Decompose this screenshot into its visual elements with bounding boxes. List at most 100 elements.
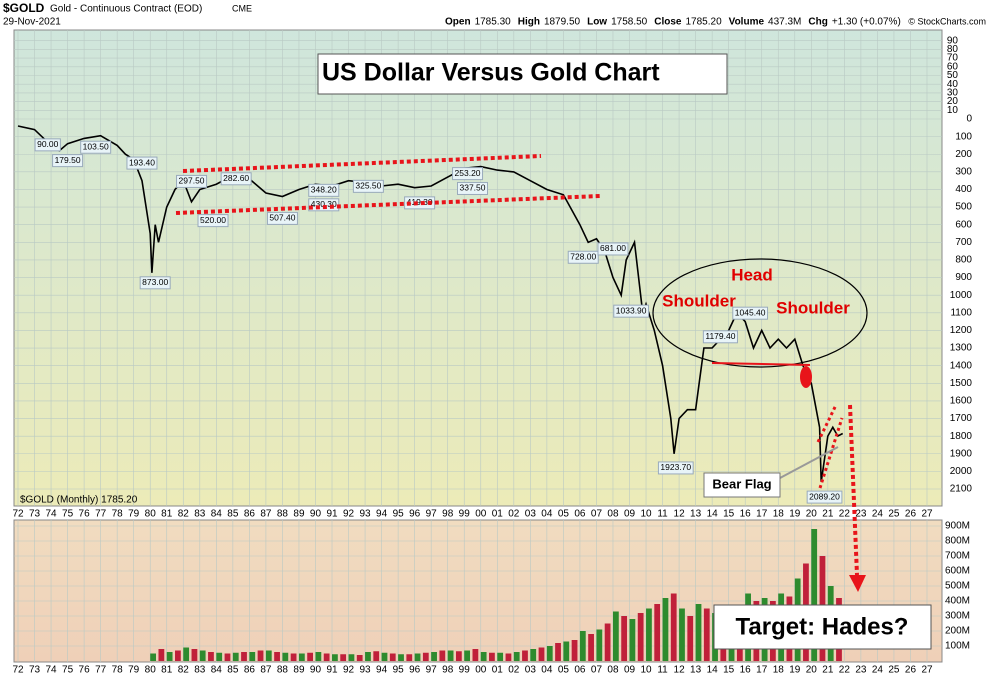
- point-label: 1033.90: [616, 305, 647, 315]
- y-tick-label: 30: [947, 88, 959, 99]
- point-label: 681.00: [600, 243, 626, 253]
- stat-value: 1785.30: [475, 17, 512, 28]
- point-label: 1045.40: [735, 307, 766, 317]
- x-tick-label: 75: [62, 509, 74, 520]
- volume-bar: [629, 619, 636, 661]
- y-tick-label: 40: [947, 79, 959, 90]
- lower-trendline: [175, 194, 601, 215]
- volume-bar: [356, 655, 363, 661]
- volume-bar: [612, 611, 619, 661]
- volume-bar: [298, 653, 305, 661]
- y-tick-label: 700: [955, 237, 972, 248]
- y-tick-label: 2100: [950, 484, 973, 495]
- x-tick-label: 92: [343, 509, 355, 520]
- volume-bar: [175, 650, 181, 661]
- volume-bar: [290, 653, 297, 661]
- x-tick-label: 17: [756, 509, 768, 520]
- y-tick-label: 400M: [945, 596, 970, 607]
- point-label: 1923.70: [660, 462, 691, 472]
- point-label: 348.20: [311, 185, 337, 195]
- x-tick-label: 08: [607, 509, 619, 520]
- volume-bar: [323, 653, 330, 661]
- x-tick-label: 26: [905, 665, 917, 676]
- x-tick-label: 88: [277, 509, 289, 520]
- stat-label: High: [518, 17, 540, 28]
- x-tick-label: 79: [128, 509, 140, 520]
- x-tick-label: 89: [293, 509, 305, 520]
- x-tick-label: 72: [12, 509, 24, 520]
- x-tick-label: 07: [591, 509, 603, 520]
- y-tick-label: 900M: [945, 521, 970, 532]
- volume-bar: [249, 652, 256, 661]
- x-tick-label: 88: [277, 665, 289, 676]
- pointer: [779, 446, 839, 479]
- x-tick-label: 05: [558, 509, 570, 520]
- stat-label: Volume: [729, 17, 765, 28]
- x-tick-label: 81: [161, 509, 173, 520]
- flag-line: [818, 417, 844, 489]
- volume-bar: [332, 654, 338, 661]
- volume-bar: [431, 652, 437, 661]
- x-tick-label: 95: [393, 509, 405, 520]
- volume-bar: [241, 652, 247, 661]
- x-tick-label: 27: [921, 665, 933, 676]
- volume-bar: [406, 654, 413, 661]
- x-tick-label: 09: [624, 665, 636, 676]
- x-tick-label: 90: [310, 665, 322, 676]
- y-tick-label: 300M: [945, 611, 970, 622]
- stat-value: +1.30 (+0.07%): [832, 17, 901, 28]
- volume-bar: [489, 652, 495, 661]
- x-tick-label: 16: [740, 665, 752, 676]
- y-tick-label: 700M: [945, 551, 970, 562]
- stat-value: 1758.50: [611, 17, 648, 28]
- x-tick-label: 06: [574, 665, 586, 676]
- x-tick-label: 25: [888, 509, 900, 520]
- volume-bar: [150, 653, 157, 661]
- point-label-box: [34, 138, 61, 152]
- volume-bar: [555, 643, 561, 661]
- volume-bar: [522, 650, 528, 661]
- x-tick-label: 10: [640, 509, 652, 520]
- x-tick-label: 83: [194, 509, 206, 520]
- x-tick-label: 24: [872, 665, 884, 676]
- x-tick-label: 90: [310, 509, 322, 520]
- volume-bar: [158, 649, 165, 661]
- x-tick-label: 81: [161, 665, 173, 676]
- x-tick-label: 80: [145, 509, 157, 520]
- y-tick-label: 100M: [945, 641, 970, 652]
- x-tick-label: 02: [508, 665, 520, 676]
- title-box: [317, 53, 728, 95]
- stat-value: 1879.50: [544, 17, 581, 28]
- y-tick-label: 600: [955, 219, 972, 230]
- volume-bar: [381, 652, 388, 661]
- x-tick-label: 22: [839, 509, 851, 520]
- y-tick-label: 800M: [945, 536, 970, 547]
- x-tick-label: 12: [674, 665, 686, 676]
- point-label-box: [657, 461, 694, 475]
- point-label: 1179.40: [705, 331, 735, 341]
- volume-bar: [703, 608, 710, 661]
- x-tick-label: 85: [227, 665, 239, 676]
- y-tick-label: 1500: [950, 378, 973, 389]
- y-tick-label: 500: [955, 202, 972, 213]
- point-label-box: [126, 156, 158, 170]
- x-tick-label: 15: [723, 665, 735, 676]
- volume-bar: [439, 650, 446, 661]
- x-tick-label: 18: [773, 509, 785, 520]
- x-tick-label: 72: [12, 665, 24, 676]
- x-tick-label: 27: [921, 509, 933, 520]
- x-tick-label: 21: [822, 665, 834, 676]
- x-tick-label: 14: [707, 665, 719, 676]
- volume-bar: [563, 641, 570, 661]
- volume-bar: [513, 652, 520, 661]
- volume-bar: [596, 629, 603, 661]
- y-tick-label: 200M: [945, 626, 970, 637]
- point-label-box: [597, 242, 629, 256]
- volume-bar: [398, 654, 404, 661]
- volume-bar: [811, 529, 818, 661]
- volume-bar: [604, 623, 611, 661]
- point-label: 90.00: [37, 139, 59, 149]
- x-tick-label: 84: [211, 665, 223, 676]
- x-tick-label: 89: [293, 665, 305, 676]
- x-tick-label: 21: [822, 509, 834, 520]
